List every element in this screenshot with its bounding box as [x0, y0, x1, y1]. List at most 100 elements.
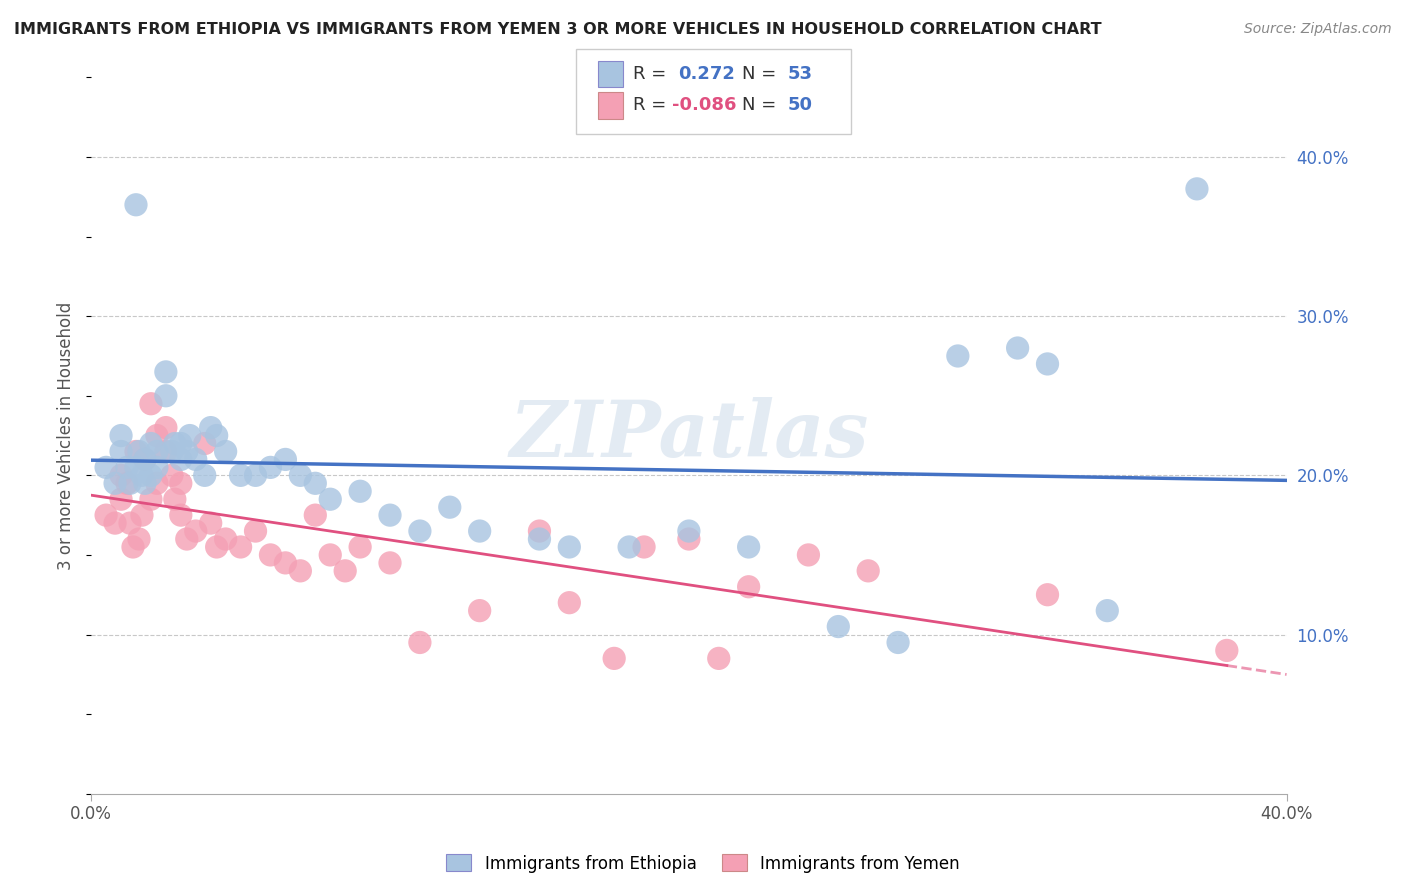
Point: [349, 484, 371, 499]
Point: [529, 524, 551, 538]
Point: [94, 460, 117, 475]
Point: [139, 468, 162, 483]
Point: [176, 444, 198, 458]
Point: [118, 516, 141, 530]
Point: [104, 476, 127, 491]
Text: IMMIGRANTS FROM ETHIOPIA VS IMMIGRANTS FROM YEMEN 3 OR MORE VEHICLES IN HOUSEHOL: IMMIGRANTS FROM ETHIOPIA VS IMMIGRANTS F…: [14, 22, 1102, 37]
Point: [737, 540, 759, 554]
Point: [205, 540, 228, 554]
Text: -0.086: -0.086: [672, 96, 737, 114]
Point: [131, 508, 153, 523]
Point: [194, 468, 217, 483]
Point: [160, 444, 183, 458]
Point: [146, 476, 169, 491]
Point: [1185, 182, 1208, 196]
Point: [290, 564, 312, 578]
Point: [827, 619, 849, 633]
Point: [335, 564, 357, 578]
Text: Source: ZipAtlas.com: Source: ZipAtlas.com: [1244, 22, 1392, 37]
Point: [259, 460, 281, 475]
Point: [155, 365, 177, 379]
Point: [229, 468, 252, 483]
Point: [529, 532, 551, 546]
Point: [707, 651, 730, 665]
Point: [110, 428, 132, 442]
Point: [128, 444, 150, 458]
Point: [229, 540, 252, 554]
Y-axis label: 3 or more Vehicles in Household: 3 or more Vehicles in Household: [58, 301, 75, 570]
Text: N =: N =: [742, 96, 776, 114]
Point: [176, 532, 198, 546]
Point: [1036, 588, 1059, 602]
Point: [163, 436, 186, 450]
Point: [179, 428, 201, 442]
Point: [128, 532, 150, 546]
Point: [290, 468, 312, 483]
Point: [155, 444, 177, 458]
Point: [125, 198, 148, 212]
Point: [245, 468, 267, 483]
Point: [155, 420, 177, 434]
Point: [633, 540, 655, 554]
Point: [184, 524, 207, 538]
Point: [122, 540, 145, 554]
Point: [468, 524, 491, 538]
Point: [110, 468, 132, 483]
Point: [349, 540, 371, 554]
Point: [94, 508, 117, 523]
Text: ZIPatlas: ZIPatlas: [509, 397, 869, 474]
Point: [319, 548, 342, 562]
Point: [170, 508, 193, 523]
Point: [946, 349, 969, 363]
Point: [134, 452, 156, 467]
Point: [146, 444, 169, 458]
Point: [558, 540, 581, 554]
Point: [115, 476, 138, 491]
Point: [205, 428, 228, 442]
Point: [125, 444, 148, 458]
Point: [409, 635, 432, 649]
Point: [104, 516, 127, 530]
Point: [170, 476, 193, 491]
Text: N =: N =: [742, 65, 776, 83]
Point: [617, 540, 640, 554]
Text: 53: 53: [787, 65, 813, 83]
Point: [214, 532, 236, 546]
Point: [304, 476, 326, 491]
Point: [134, 452, 156, 467]
Point: [131, 468, 153, 483]
Point: [1036, 357, 1059, 371]
Point: [409, 524, 432, 538]
Point: [118, 476, 141, 491]
Point: [155, 389, 177, 403]
Point: [678, 532, 700, 546]
Point: [274, 452, 297, 467]
Point: [378, 556, 401, 570]
Text: R =: R =: [633, 96, 666, 114]
Point: [678, 524, 700, 538]
Point: [274, 556, 297, 570]
Point: [170, 436, 193, 450]
Point: [184, 452, 207, 467]
Point: [245, 524, 267, 538]
Point: [200, 516, 222, 530]
Text: R =: R =: [633, 65, 666, 83]
Point: [887, 635, 910, 649]
Point: [110, 492, 132, 507]
Point: [378, 508, 401, 523]
Point: [603, 651, 626, 665]
Point: [110, 444, 132, 458]
Legend: Immigrants from Ethiopia, Immigrants from Yemen: Immigrants from Ethiopia, Immigrants fro…: [440, 847, 966, 880]
Point: [125, 460, 148, 475]
Point: [139, 436, 162, 450]
Point: [146, 428, 169, 442]
Point: [139, 492, 162, 507]
Point: [737, 580, 759, 594]
Point: [163, 492, 186, 507]
Point: [468, 604, 491, 618]
Point: [115, 460, 138, 475]
Point: [439, 500, 461, 515]
Point: [856, 564, 879, 578]
Point: [134, 476, 156, 491]
Text: 50: 50: [787, 96, 813, 114]
